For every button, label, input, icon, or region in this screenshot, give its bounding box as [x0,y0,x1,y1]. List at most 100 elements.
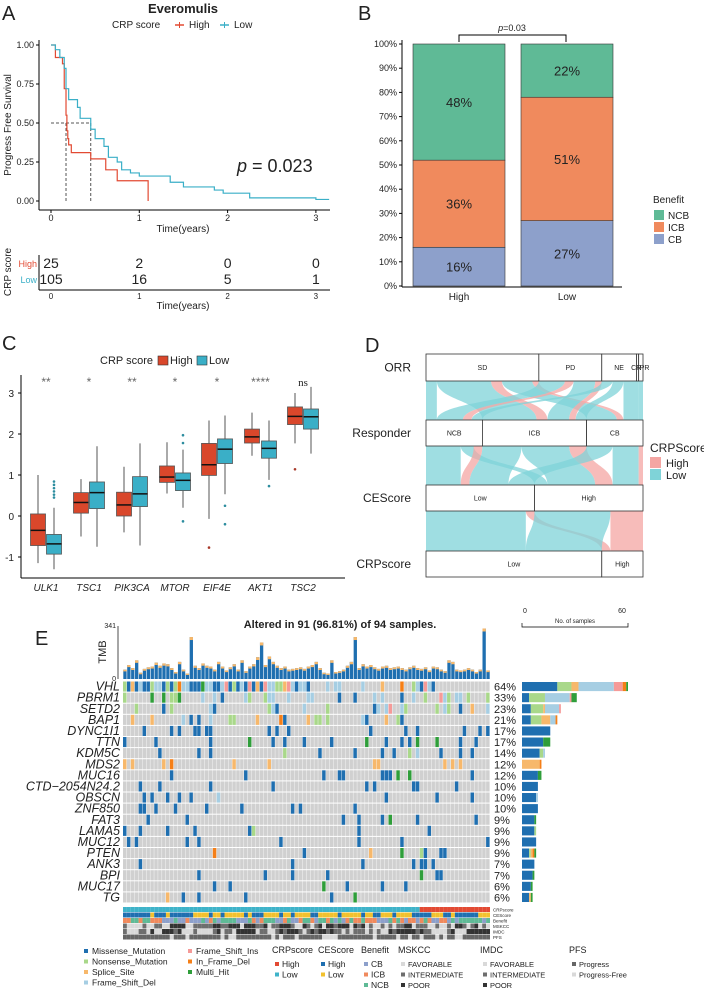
annotation-cell-pfs [380,934,385,940]
oncoplot-cell [345,781,350,792]
legend-title: CEScore [318,945,354,955]
oncoplot-cell [255,814,260,825]
annotation-cell-benefit [361,918,366,923]
oncoplot-cell [232,803,236,814]
oncoplot-cell [357,781,361,792]
oncoplot-cell [337,714,342,725]
sample-count-bar-multi_hit [626,682,628,692]
oncoplot-cell-missense_mutation [126,836,131,847]
annotation-cell-cescore [208,912,213,918]
annotation-cell-pfs [404,934,409,940]
oncoplot-cell [454,770,459,781]
annotation-cell-cescore [130,912,135,918]
oncoplot-cell [181,703,186,714]
annotation-cell-mskcc [138,923,143,929]
oncoplot-cell-multi_hit [247,737,252,748]
annotation-cell-mskcc [247,923,252,929]
oncoplot-cell [310,770,314,781]
legend-swatch-multi_hit [188,970,192,974]
tmb-bar-segment [209,666,213,669]
annotation-cell-benefit [130,918,135,923]
annotation-cell-imdc [408,929,412,934]
annotation-cell-crpscore [165,907,170,912]
annotation-cell-imdc [165,929,170,934]
oncoplot-cell-frame_shift_del [458,692,463,703]
y-tick-label: 20% [379,233,397,243]
oncoplot-cell [306,792,311,803]
annotation-cell-benefit [255,918,260,923]
oncoplot-cell [454,714,459,725]
oncoplot-cell [404,781,408,792]
risk-count: 0 [312,255,320,271]
oncoplot-cell [286,770,291,781]
oncoplot-cell [208,759,213,770]
oncoplot-cell [138,748,143,759]
oncoplot-cell-missense_mutation [337,770,342,781]
oncoplot-cell [368,870,373,881]
oncoplot-cell [286,781,291,792]
oncoplot-cell [447,848,451,859]
oncoplot-cell [189,781,193,792]
oncoplot-cell [263,737,268,748]
oncoplot-cell [435,781,439,792]
gene-label: FAT3 [91,813,120,827]
tmb-bar [447,660,451,679]
annotation-cell-mskcc [240,923,245,929]
annotation-cell-mskcc [177,923,182,929]
oncoplot-cell [388,792,392,803]
oncoplot-cell [228,803,232,814]
oncoplot-cell [310,759,314,770]
annotation-cell-cescore [466,912,471,918]
oncoplot-cell [314,681,318,692]
annotation-cell-crpscore [380,907,385,912]
oncoplot-cell [314,692,318,703]
oncoplot-cell [271,714,275,725]
oncoplot-cell-frame_shift_ins [423,681,428,692]
oncoplot-cell [275,737,279,748]
annotation-cell-crpscore [130,907,135,912]
oncoplot-cell [435,692,439,703]
annotation-track-label: MSKCC [493,924,510,929]
oncoplot-cell [470,803,474,814]
oncoplot-cell-frame_shift_del [290,681,295,692]
annotation-cell-pfs [396,934,401,940]
oncoplot-cell [142,859,147,870]
oncoplot-cell [408,859,412,870]
tmb-bar [462,669,467,679]
tmb-bar [197,668,201,679]
oncoplot-cell [439,759,443,770]
oncoplot-cell [204,703,209,714]
oncoplot-cell [173,881,178,892]
oncoplot-cell-missense_mutation [228,881,232,892]
oncoplot-cell [392,714,396,725]
oncoplot-cell [204,737,209,748]
oncoplot-cell [306,870,311,881]
annotation-cell-mskcc [306,923,311,929]
oncoplot-cell [173,848,178,859]
oncoplot-cell [337,881,342,892]
oncoplot-cell [376,803,381,814]
oncoplot-cell [470,892,474,903]
oncoplot-cell [400,781,404,792]
oncoplot-cell [126,770,131,781]
oncoplot-cell [255,803,260,814]
oncoplot-cell-missense_mutation [419,681,424,692]
annotation-cell-mskcc [361,923,366,929]
oncoplot-cell-missense_mutation [177,792,182,803]
annotation-cell-imdc [443,929,448,934]
oncoplot-cell [263,792,268,803]
annotation-cell-cescore [408,912,412,918]
sample-count-bar-missense_mutation [522,682,558,692]
oncoplot-cell [216,781,221,792]
annotation-cell-cescore [240,912,245,918]
oncoplot-cell [294,870,299,881]
oncoplot-cell [466,703,471,714]
annotation-cell-cescore [337,912,342,918]
oncoplot-cell [439,781,443,792]
oncoplot-cell [134,814,139,825]
tmb-bar [181,669,186,679]
oncoplot-cell [322,814,326,825]
annotation-cell-imdc [310,929,315,934]
oncoplot-cell-in_frame_del [400,681,404,692]
oncoplot-cell [201,725,205,736]
